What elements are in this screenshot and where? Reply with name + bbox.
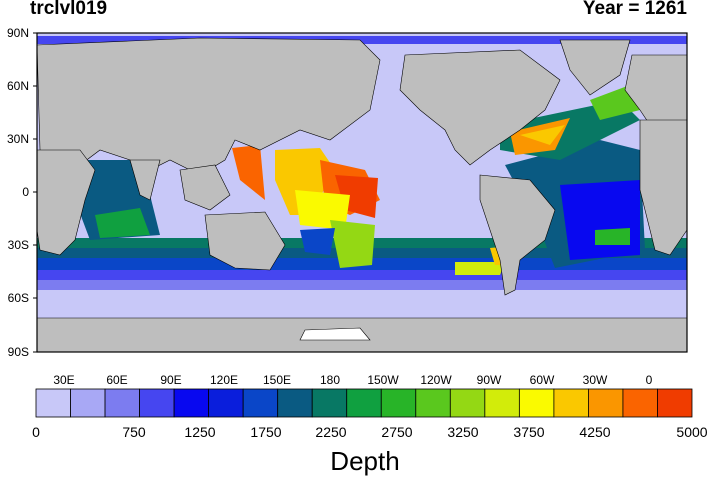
colorbar-swatch [208, 388, 244, 418]
colorbar-swatch [415, 388, 451, 418]
colorbar-swatch [518, 388, 555, 418]
lat-axis: 90N 60N 30N 0 30S 60S 90S [7, 26, 37, 359]
colorbar-swatch [553, 388, 589, 418]
lon-label: 90W [477, 373, 502, 387]
colorbar-title: Depth [330, 446, 399, 476]
lat-label: 60S [8, 291, 29, 305]
colorbar-swatch [139, 388, 175, 418]
colorbar-swatch [346, 388, 382, 418]
colorbar-swatch [449, 388, 486, 418]
colorbar-label: 2750 [381, 424, 412, 440]
colorbar-label: 3250 [447, 424, 478, 440]
lon-label: 60W [530, 373, 555, 387]
colorbar-label: 1250 [184, 424, 215, 440]
lon-label: 120E [210, 373, 238, 387]
lon-label: 0 [646, 373, 653, 387]
lat-label: 30S [8, 238, 29, 252]
colorbar-swatch [622, 388, 658, 418]
lat-label: 60N [7, 79, 29, 93]
colorbar-label: 0 [32, 424, 40, 440]
colorbar-swatch [311, 388, 348, 418]
lat-label: 90S [8, 345, 29, 359]
map-area [37, 33, 687, 352]
lon-label: 180 [320, 373, 340, 387]
colorbar-label: 2250 [315, 424, 346, 440]
colorbar-swatch [173, 388, 210, 418]
lon-axis: 30E 60E 90E 120E 150E 180 150W 120W 90W … [53, 373, 652, 387]
lon-label: 30W [583, 373, 608, 387]
colorbar-swatch [588, 388, 624, 418]
lon-label: 150E [263, 373, 291, 387]
lon-label: 60E [106, 373, 127, 387]
lon-label: 90E [160, 373, 181, 387]
colorbar-label: 750 [122, 424, 146, 440]
ice-shelf [299, 327, 371, 341]
colorbar-swatch [380, 388, 417, 418]
colorbar-label: 3750 [513, 424, 544, 440]
colorbar-swatch [657, 388, 693, 418]
colorbar [35, 388, 693, 418]
lat-label: 30N [7, 132, 29, 146]
lat-label: 0 [22, 185, 29, 199]
colorbar-swatch [70, 388, 106, 418]
map-title: trclvl019 [30, 0, 108, 19]
colorbar-swatch [484, 388, 520, 418]
colorbar-swatch [35, 388, 71, 418]
colorbar-labels: 0 750 1250 1750 2250 2750 3250 3750 4250… [32, 424, 708, 440]
colorbar-label: 1750 [250, 424, 281, 440]
lat-label: 90N [7, 26, 29, 40]
colorbar-label: 5000 [676, 424, 707, 440]
lon-label: 150W [367, 373, 399, 387]
year-label: Year = 1261 [582, 0, 687, 19]
colorbar-label: 4250 [579, 424, 610, 440]
colorbar-swatch [242, 388, 279, 418]
lon-label: 30E [53, 373, 74, 387]
land [37, 37, 687, 352]
colorbar-swatch [104, 388, 140, 418]
colorbar-swatch [277, 388, 313, 418]
lon-label: 120W [420, 373, 452, 387]
